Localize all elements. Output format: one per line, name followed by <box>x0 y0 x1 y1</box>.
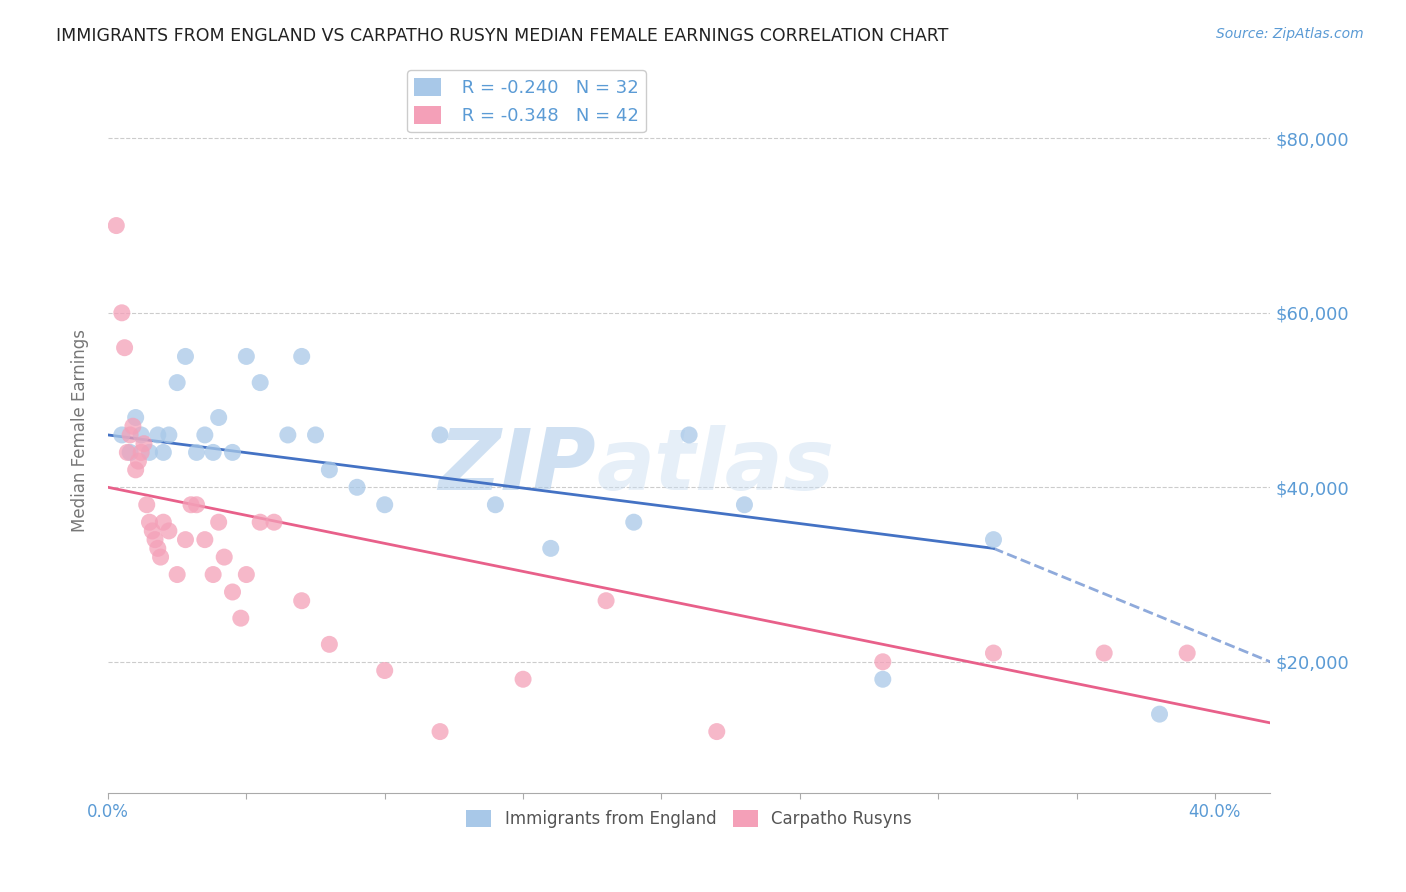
Point <box>1149 707 1171 722</box>
Text: Source: ZipAtlas.com: Source: ZipAtlas.com <box>1216 27 1364 41</box>
Point <box>983 646 1005 660</box>
Point <box>149 550 172 565</box>
Point <box>194 533 217 547</box>
Point <box>208 515 231 529</box>
Point <box>429 724 451 739</box>
Point <box>117 445 139 459</box>
Point <box>706 724 728 739</box>
Point <box>1175 646 1198 660</box>
Point <box>120 445 142 459</box>
Point <box>208 410 231 425</box>
Point <box>138 515 160 529</box>
Point <box>229 611 252 625</box>
Point <box>983 533 1005 547</box>
Point <box>146 428 169 442</box>
Point <box>221 585 243 599</box>
Point <box>135 498 157 512</box>
Point <box>157 524 180 538</box>
Point <box>122 419 145 434</box>
Point <box>235 350 257 364</box>
Point <box>111 428 134 442</box>
Point <box>221 445 243 459</box>
Point <box>152 515 174 529</box>
Point <box>194 428 217 442</box>
Point <box>152 445 174 459</box>
Point <box>623 515 645 529</box>
Point <box>346 480 368 494</box>
Point <box>595 593 617 607</box>
Point <box>512 672 534 686</box>
Point <box>1092 646 1115 660</box>
Point <box>129 445 152 459</box>
Text: ZIP: ZIP <box>439 425 596 508</box>
Point <box>249 515 271 529</box>
Y-axis label: Median Female Earnings: Median Female Earnings <box>72 329 89 533</box>
Point <box>143 533 166 547</box>
Point <box>174 350 197 364</box>
Text: atlas: atlas <box>596 425 834 508</box>
Point <box>678 428 700 442</box>
Point <box>291 350 314 364</box>
Legend: Immigrants from England, Carpatho Rusyns: Immigrants from England, Carpatho Rusyns <box>460 804 918 835</box>
Point <box>374 664 396 678</box>
Point <box>318 637 340 651</box>
Point <box>291 593 314 607</box>
Point <box>304 428 326 442</box>
Point <box>872 655 894 669</box>
Point <box>202 445 225 459</box>
Point <box>429 428 451 442</box>
Point <box>540 541 562 556</box>
Point <box>141 524 163 538</box>
Point <box>202 567 225 582</box>
Point <box>180 498 202 512</box>
Point <box>174 533 197 547</box>
Point <box>186 498 208 512</box>
Point <box>733 498 755 512</box>
Point <box>157 428 180 442</box>
Point <box>235 567 257 582</box>
Point <box>124 463 146 477</box>
Point <box>111 306 134 320</box>
Point <box>277 428 299 442</box>
Point <box>132 436 155 450</box>
Point <box>127 454 149 468</box>
Point <box>872 672 894 686</box>
Point <box>166 567 188 582</box>
Point <box>186 445 208 459</box>
Point <box>484 498 506 512</box>
Point <box>263 515 285 529</box>
Point <box>318 463 340 477</box>
Point <box>124 410 146 425</box>
Point <box>114 341 136 355</box>
Point <box>146 541 169 556</box>
Point <box>120 428 142 442</box>
Point <box>166 376 188 390</box>
Text: IMMIGRANTS FROM ENGLAND VS CARPATHO RUSYN MEDIAN FEMALE EARNINGS CORRELATION CHA: IMMIGRANTS FROM ENGLAND VS CARPATHO RUSY… <box>56 27 949 45</box>
Point <box>374 498 396 512</box>
Point <box>105 219 128 233</box>
Point <box>249 376 271 390</box>
Point <box>129 428 152 442</box>
Point <box>212 550 235 565</box>
Point <box>138 445 160 459</box>
